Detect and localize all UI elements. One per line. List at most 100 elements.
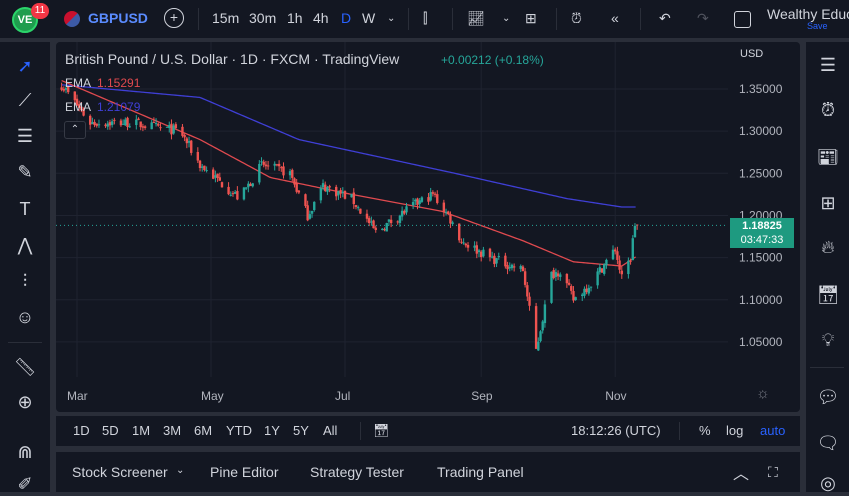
- calendar-icon[interactable]: 📅︎: [816, 285, 840, 305]
- tab-stock-screener[interactable]: Stock Screener: [72, 464, 168, 480]
- candle-body: [427, 197, 430, 202]
- candle-body: [280, 167, 283, 169]
- range-6m[interactable]: 6M: [194, 423, 213, 438]
- interval-w[interactable]: W: [362, 10, 376, 26]
- settings-gear-icon[interactable]: ☼: [756, 385, 770, 402]
- candle-body: [541, 321, 544, 331]
- add-symbol-icon[interactable]: +: [164, 8, 184, 28]
- indicators-icon[interactable]: 📈︎: [467, 10, 485, 26]
- messages-icon[interactable]: 🗨︎: [816, 433, 840, 453]
- candle-body: [493, 255, 496, 265]
- forecast-icon[interactable]: ⫶: [22, 271, 28, 291]
- candle-body: [583, 288, 586, 296]
- ema2-label[interactable]: EMA: [65, 100, 92, 114]
- ruler-icon[interactable]: 📏︎: [13, 357, 37, 377]
- fib-icon[interactable]: ☰: [16, 126, 34, 146]
- candle-body: [400, 210, 404, 217]
- candle-body: [181, 126, 184, 136]
- candle-body: [451, 222, 454, 224]
- range-3m[interactable]: 3M: [163, 423, 182, 438]
- candles-icon[interactable]: ⫿: [423, 10, 428, 26]
- collapse-legend-button[interactable]: ⌃: [64, 121, 86, 139]
- currency-select[interactable]: USD: [740, 48, 764, 60]
- chevron-down-icon[interactable]: ⌄: [387, 13, 396, 24]
- ideas-bulb-icon[interactable]: 💡︎: [821, 330, 835, 350]
- candle-body: [528, 296, 531, 306]
- tab-trading-panel[interactable]: Trading Panel: [437, 464, 524, 480]
- zoom-in-icon[interactable]: ⊕: [17, 392, 33, 412]
- cursor-icon[interactable]: ➚: [17, 56, 33, 76]
- layouts-icon[interactable]: ⊞: [525, 10, 537, 26]
- range-1m[interactable]: 1M: [132, 423, 151, 438]
- replay-icon[interactable]: «: [611, 10, 619, 26]
- interval-d[interactable]: D: [341, 10, 352, 26]
- lock-icon[interactable]: ✐: [17, 474, 33, 494]
- undo-icon[interactable]: ↶: [659, 10, 671, 26]
- utc-clock[interactable]: 18:12:26 (UTC): [571, 423, 661, 438]
- candle-body: [135, 119, 138, 126]
- tab-strategy-tester[interactable]: Strategy Tester: [310, 464, 404, 480]
- range-5y[interactable]: 5Y: [293, 423, 309, 438]
- maximize-icon[interactable]: ⛶: [768, 464, 778, 480]
- range-1y[interactable]: 1Y: [264, 423, 280, 438]
- candle-body: [488, 248, 492, 258]
- chart-panel[interactable]: 1.35000 1.30000 1.25000 1.20000 1.15000 1.100…: [56, 42, 800, 412]
- alarm-icon[interactable]: ⏰︎: [820, 100, 836, 120]
- range-1d[interactable]: 1D: [73, 423, 90, 438]
- percent-toggle[interactable]: %: [699, 423, 711, 438]
- symbol-button[interactable]: GBPUSD: [88, 10, 148, 26]
- interval-30m[interactable]: 30m: [249, 10, 277, 26]
- chevron-down-icon[interactable]: ⌄: [176, 465, 185, 476]
- chat-icon[interactable]: 💬︎: [816, 387, 840, 407]
- candle-body: [205, 170, 208, 172]
- price-chart[interactable]: 1.350001.300001.250001.200001.150001.100…: [56, 42, 800, 412]
- candle-body: [497, 256, 500, 258]
- candle-body: [431, 192, 435, 194]
- trend-line-icon[interactable]: ⟋: [18, 90, 32, 110]
- log-toggle[interactable]: log: [726, 423, 744, 438]
- right-sidebar: ☰ ⏰︎ 📰︎ ⊞ 🔥︎ 📅︎ 💡︎ 💬︎ 🗨︎ ◎: [806, 42, 849, 493]
- interval-4h[interactable]: 4h: [313, 10, 329, 26]
- layout-name[interactable]: Wealthy Educ: [767, 6, 849, 22]
- pattern-icon[interactable]: ⋀: [17, 235, 33, 255]
- chevron-up-icon[interactable]: ︿: [733, 466, 750, 483]
- candle-body: [466, 244, 470, 248]
- range-5d[interactable]: 5D: [102, 423, 119, 438]
- broadcast-icon[interactable]: ◎: [820, 473, 836, 493]
- hotlist-fire-icon[interactable]: 🔥︎: [821, 237, 835, 257]
- candle-body: [618, 260, 621, 270]
- fullscreen-checkbox-icon[interactable]: [734, 11, 751, 28]
- alert-icon[interactable]: ⏰︎: [571, 10, 582, 26]
- date-range-icon[interactable]: 📅︎: [373, 423, 390, 438]
- chevron-down-icon[interactable]: ⌄: [502, 13, 511, 24]
- interval-15m[interactable]: 15m: [212, 10, 240, 26]
- candle-body: [201, 166, 204, 168]
- magnet-icon[interactable]: ⋒: [17, 442, 33, 462]
- emoji-icon[interactable]: ☺: [15, 307, 35, 327]
- watchlist-icon[interactable]: ☰: [819, 55, 837, 75]
- text-icon[interactable]: T: [19, 199, 31, 219]
- candle-body: [119, 120, 123, 126]
- candle-body: [198, 160, 202, 169]
- candle-body: [97, 124, 101, 126]
- range-ytd[interactable]: YTD: [226, 423, 252, 438]
- candle-body: [519, 265, 522, 269]
- candle-body: [556, 273, 560, 277]
- interval-1h[interactable]: 1h: [287, 10, 303, 26]
- redo-icon[interactable]: ↷: [697, 10, 709, 26]
- candle-body: [326, 187, 329, 192]
- candle-body: [526, 285, 529, 297]
- news-icon[interactable]: 📰︎: [816, 147, 840, 167]
- save-button[interactable]: Save: [807, 21, 828, 31]
- candle-body: [490, 256, 494, 258]
- candle-body: [534, 306, 538, 349]
- range-all[interactable]: All: [323, 423, 338, 438]
- add-list-icon[interactable]: ⊞: [820, 193, 836, 213]
- tab-pine-editor[interactable]: Pine Editor: [210, 464, 279, 480]
- auto-toggle[interactable]: auto: [760, 423, 786, 438]
- ema1-label[interactable]: EMA: [65, 76, 92, 90]
- candle-body: [464, 243, 468, 246]
- brush-icon[interactable]: ✎: [17, 162, 33, 182]
- candle-body: [203, 165, 206, 171]
- candle-body: [479, 251, 483, 258]
